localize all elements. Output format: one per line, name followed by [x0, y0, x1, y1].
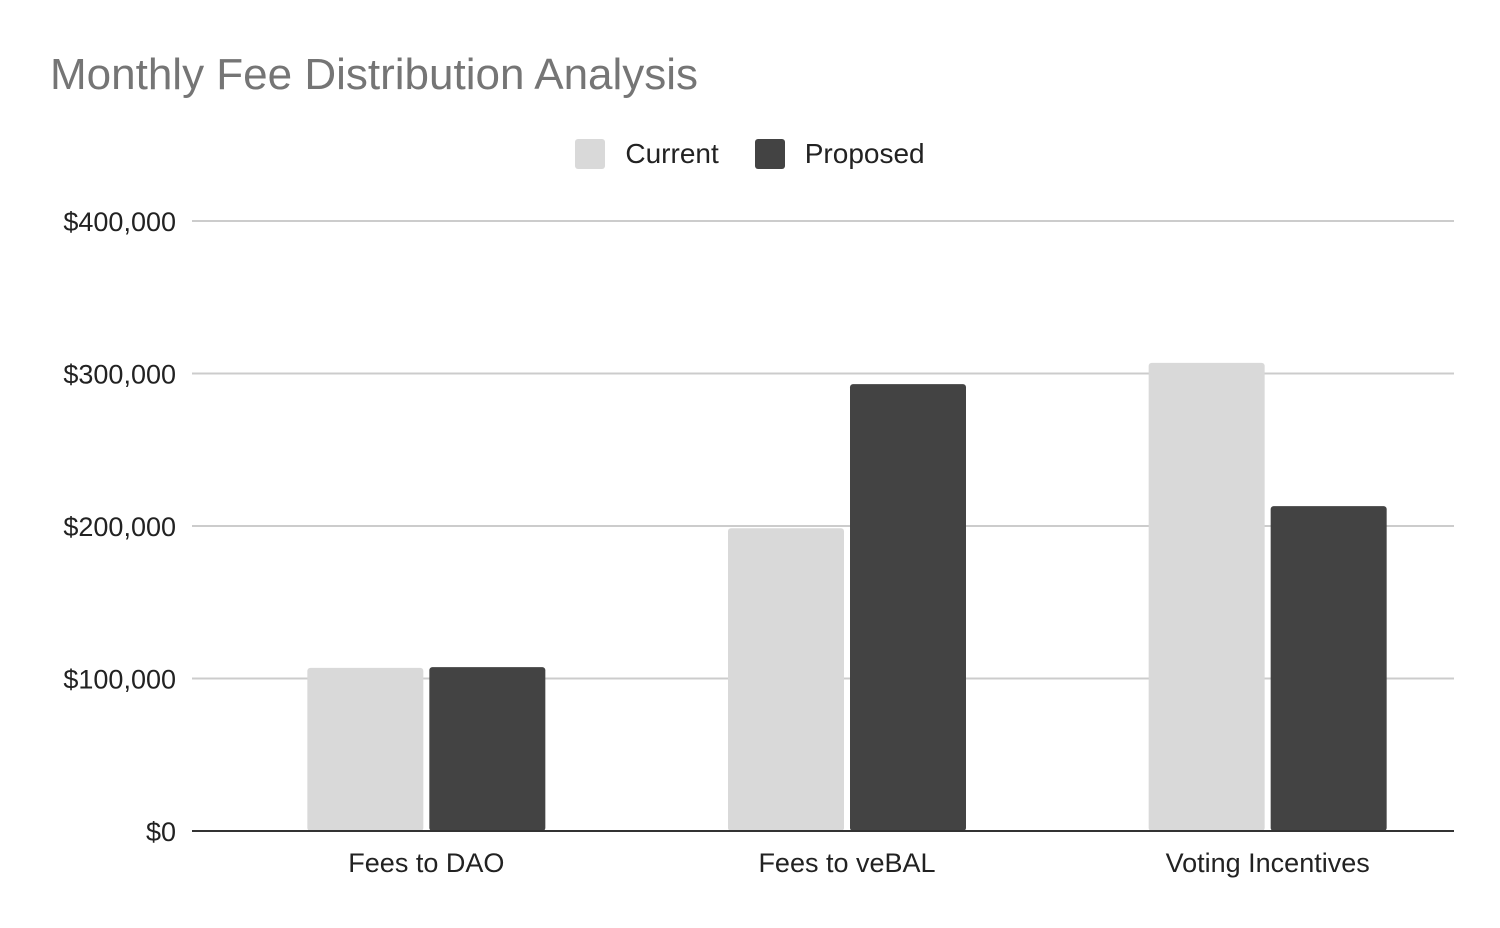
x-tick-label: Fees to DAO [348, 848, 504, 878]
bar-current [307, 667, 424, 831]
chart-title: Monthly Fee Distribution Analysis [50, 50, 699, 99]
x-tick-label: Voting Incentives [1166, 848, 1370, 878]
bar-proposed [850, 384, 966, 831]
y-tick-label: $0 [146, 817, 176, 847]
bar-current [1148, 362, 1265, 831]
legend-label-proposed: Proposed [804, 138, 925, 169]
legend: Current Proposed [0, 138, 1500, 170]
x-tick-label: Fees to veBAL [758, 848, 935, 878]
legend-item-proposed: Proposed [754, 138, 925, 170]
bar-proposed [429, 667, 546, 831]
y-tick-label: $300,000 [63, 360, 176, 390]
y-tick-label: $400,000 [63, 207, 176, 237]
legend-swatch-current [575, 139, 606, 169]
y-tick-label: $200,000 [63, 512, 176, 542]
bar-proposed [1270, 506, 1387, 831]
y-tick-label: $100,000 [63, 665, 176, 695]
legend-item-current: Current [575, 138, 719, 170]
bar-current [728, 528, 844, 831]
legend-label-current: Current [625, 138, 719, 169]
legend-swatch-proposed [754, 139, 785, 169]
